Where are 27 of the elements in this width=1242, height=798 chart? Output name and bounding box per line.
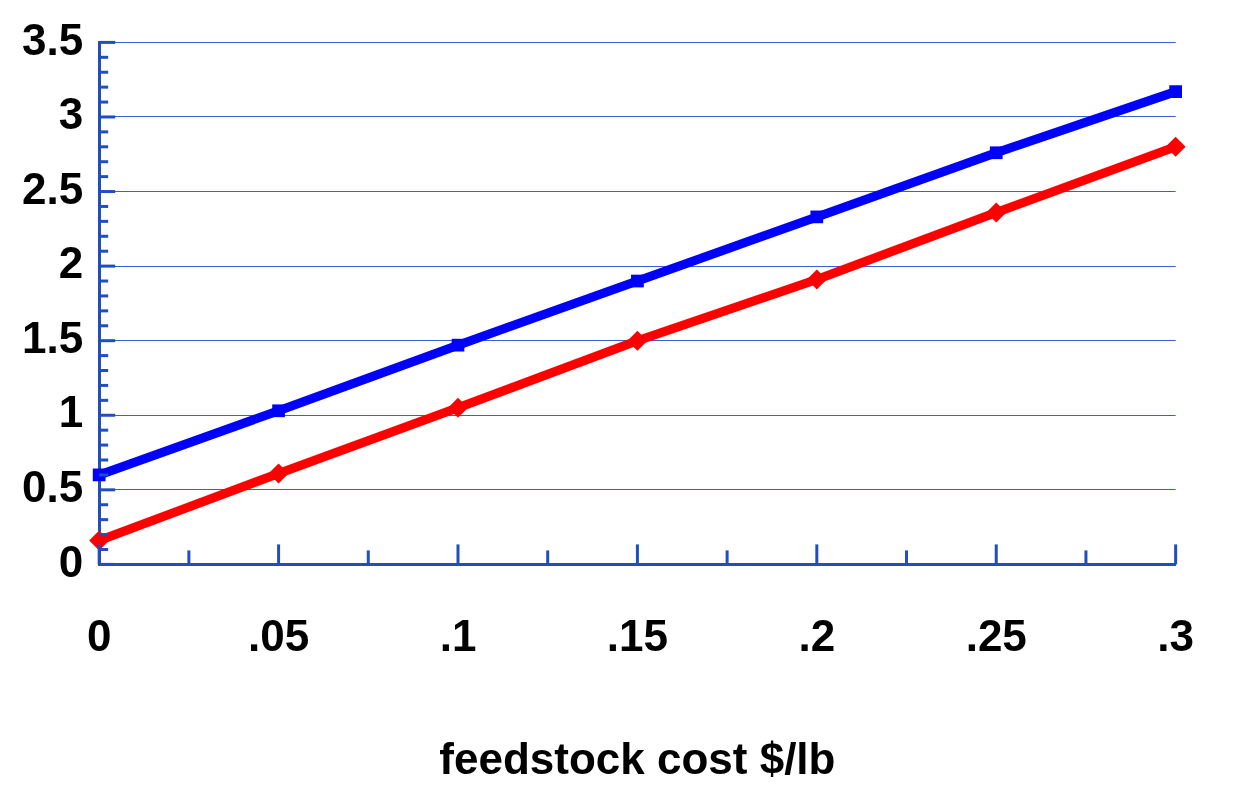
point	[810, 210, 824, 224]
x-tick-label: .15	[606, 610, 668, 660]
point	[806, 269, 827, 290]
y-tick-label: 0.5	[21, 461, 84, 511]
point	[268, 463, 289, 484]
point	[448, 397, 468, 418]
y-tick-label: 3	[58, 89, 84, 139]
y-tick-label: 3.5	[21, 14, 84, 64]
y-tick-label: 1.5	[21, 312, 84, 362]
point	[1165, 136, 1186, 157]
point	[986, 202, 1007, 223]
point	[631, 274, 644, 288]
x-tick-label: .3	[1157, 610, 1194, 660]
point	[272, 404, 285, 418]
point	[627, 330, 648, 351]
y-tick-label: 2.5	[21, 163, 84, 213]
x-tick-label: .1	[439, 610, 477, 660]
x-axis-title: feedstock cost $/lb	[439, 733, 836, 783]
y-tick-label: 2	[58, 238, 84, 288]
y-tick-label: 1	[58, 387, 84, 437]
x-tick-label: .2	[798, 610, 836, 660]
point	[1169, 85, 1183, 98]
x-tick-label: .25	[965, 610, 1027, 660]
point	[989, 146, 1003, 160]
x-tick-label: .05	[247, 610, 310, 660]
y-tick-label: 0	[58, 536, 84, 586]
point	[451, 338, 465, 352]
